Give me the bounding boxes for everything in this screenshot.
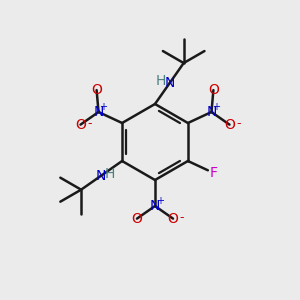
Text: O: O <box>91 83 102 97</box>
Text: -: - <box>87 117 92 130</box>
Text: H: H <box>105 167 115 181</box>
Text: O: O <box>168 212 178 226</box>
Text: O: O <box>131 212 142 226</box>
Text: -: - <box>180 211 184 224</box>
Text: F: F <box>209 166 217 180</box>
Text: N: N <box>206 105 217 119</box>
Text: +: + <box>100 102 107 112</box>
Text: O: O <box>224 118 235 132</box>
Text: N: N <box>150 199 160 213</box>
Text: O: O <box>208 83 219 97</box>
Text: O: O <box>75 118 86 132</box>
Text: +: + <box>212 102 220 112</box>
Text: N: N <box>93 105 104 119</box>
Text: N: N <box>165 76 175 90</box>
Text: H: H <box>156 74 166 88</box>
Text: +: + <box>156 196 164 206</box>
Text: N: N <box>96 169 106 183</box>
Text: -: - <box>236 117 241 130</box>
